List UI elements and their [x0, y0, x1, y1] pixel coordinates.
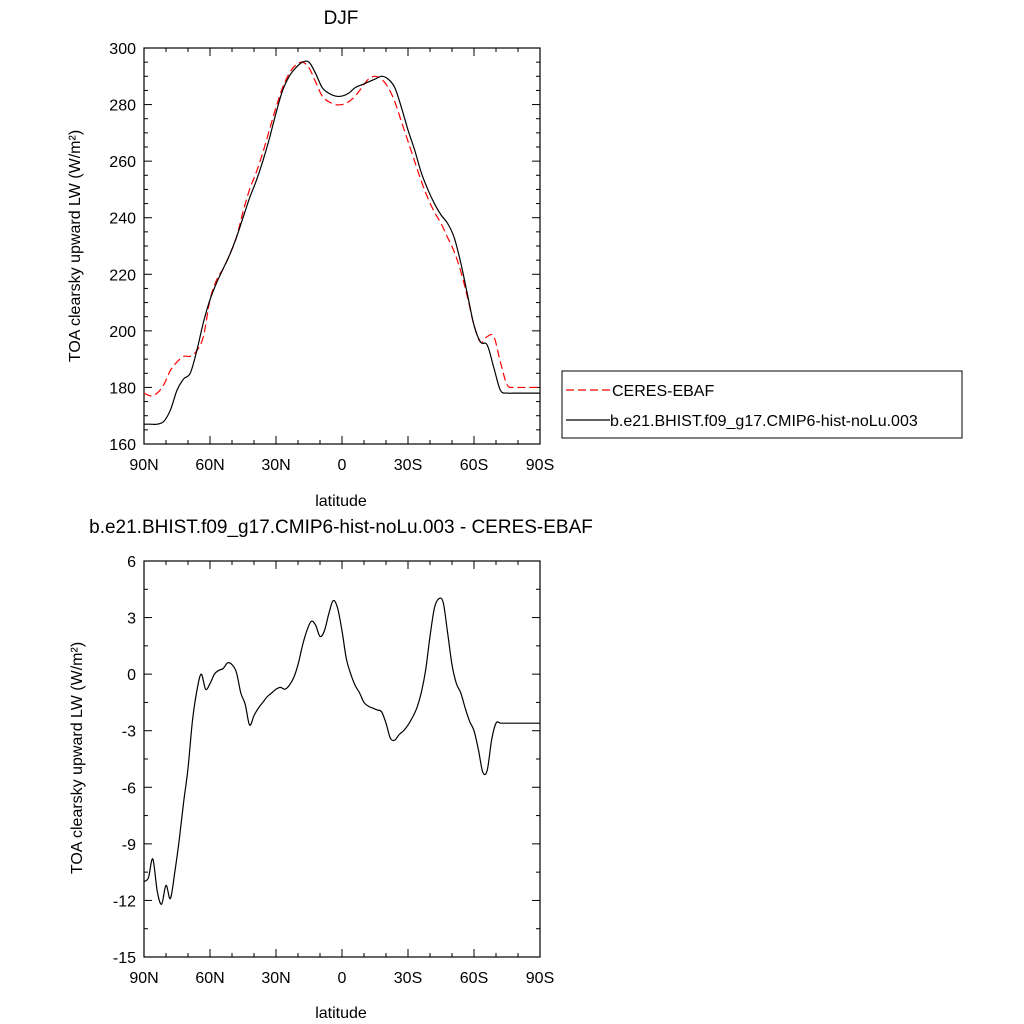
- top-x-tick-label: 30N: [261, 457, 290, 474]
- top-y-tick-label: 220: [109, 267, 136, 284]
- legend-label-ceres: CERES-EBAF: [612, 383, 714, 400]
- difference-line: [143, 597, 540, 905]
- model-line: [144, 60, 540, 426]
- top-x-tick-label: 60N: [195, 457, 224, 474]
- top-x-tick-label: 60S: [460, 457, 488, 474]
- top-x-tick-label: 0: [338, 457, 347, 474]
- top-plot-frame: [143, 47, 541, 445]
- bottom-y-tick-label: -3: [122, 724, 136, 741]
- bottom-series-lines: [143, 597, 540, 905]
- bottom-x-tick-label: 30S: [394, 970, 422, 987]
- top-y-axis-label: TOA clearsky upward LW (W/m²): [67, 130, 84, 362]
- bottom-x-tick-label: 60S: [460, 970, 488, 987]
- bottom-y-tick-label: 6: [127, 554, 136, 571]
- bottom-x-tick-label: 30N: [261, 970, 290, 987]
- top-x-tick-label: 90N: [129, 457, 158, 474]
- top-y-tick-label: 300: [109, 41, 136, 58]
- bottom-panel: b.e21.BHIST.f09_g17.CMIP6-hist-noLu.003 …: [69, 517, 593, 1022]
- bottom-y-ticks: -15 -12 -9 -6 -3 0 3 6: [113, 554, 540, 967]
- top-series-lines: [143, 60, 540, 426]
- ceres-ebaf-line: [143, 61, 540, 397]
- top-y-tick-label: 260: [109, 154, 136, 171]
- bottom-x-tick-label: 90N: [129, 970, 158, 987]
- bottom-y-tick-label: 3: [127, 611, 136, 628]
- bottom-panel-title: b.e21.BHIST.f09_g17.CMIP6-hist-noLu.003 …: [89, 517, 593, 538]
- top-y-tick-label: 160: [109, 437, 136, 454]
- top-x-tick-label: 90S: [526, 457, 554, 474]
- top-y-tick-label: 200: [109, 324, 136, 341]
- top-y-tick-label: 240: [109, 211, 136, 228]
- top-panel: DJF 160 180 200 220 240 260 280 300 90N 60N 30N 0 3…: [67, 8, 554, 510]
- top-y-tick-label: 280: [109, 98, 136, 115]
- bottom-y-tick-label: 0: [127, 667, 136, 684]
- top-y-tick-label: 180: [109, 380, 136, 397]
- bottom-y-tick-label: -15: [113, 950, 136, 967]
- top-x-axis-label: latitude: [315, 493, 367, 510]
- bottom-y-tick-label: -9: [122, 837, 136, 854]
- top-x-tick-label: 30S: [394, 457, 422, 474]
- bottom-y-axis-label: TOA clearsky upward LW (W/m²): [69, 642, 86, 874]
- bottom-y-tick-label: -12: [113, 893, 136, 910]
- top-y-ticks: 160 180 200 220 240 260 280 300: [109, 41, 540, 454]
- legend-label-model: b.e21.BHIST.f09_g17.CMIP6-hist-noLu.003: [610, 413, 918, 430]
- bottom-x-axis-label: latitude: [315, 1005, 367, 1022]
- bottom-y-tick-label: -6: [122, 780, 136, 797]
- legend-box: [561, 370, 963, 439]
- bottom-x-ticks: 90N 60N 30N 0 30S 60S 90S: [129, 561, 554, 987]
- bottom-x-tick-label: 0: [338, 970, 347, 987]
- bottom-x-tick-label: 90S: [526, 970, 554, 987]
- bottom-x-tick-label: 60N: [195, 970, 224, 987]
- top-panel-title: DJF: [324, 8, 359, 29]
- top-x-ticks: 90N 60N 30N 0 30S 60S 90S: [129, 48, 554, 474]
- legend: CERES-EBAF b.e21.BHIST.f09_g17.CMIP6-his…: [561, 370, 963, 439]
